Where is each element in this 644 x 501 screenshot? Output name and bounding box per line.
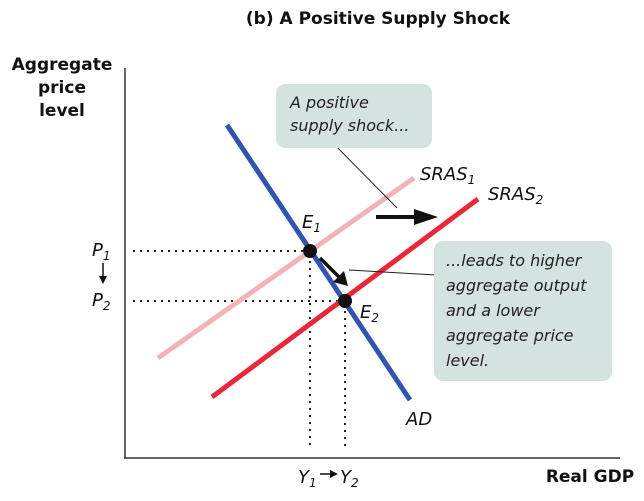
shift-arrow-head [414, 209, 438, 225]
right-callout-line-5: level. [446, 351, 489, 370]
right-callout-pointer [348, 269, 437, 276]
right-callout-box [434, 241, 612, 381]
top-callout-box [276, 84, 432, 148]
p1-p2-arrow-head [99, 276, 107, 284]
sras1-curve [156, 175, 416, 361]
e2-point [338, 294, 352, 308]
right-callout-line-3: and a lower [446, 301, 541, 320]
movement-arrow-head [333, 271, 348, 286]
y-axis-label-line-2: price [38, 78, 86, 98]
e2-label: E2 [360, 302, 379, 325]
right-callout-line-1: ...leads to higher [446, 251, 583, 270]
ad-curve [224, 123, 413, 402]
e1-point [303, 244, 317, 258]
right-callout-line-2: aggregate output [446, 276, 587, 295]
ad-label: AD [405, 409, 432, 430]
y1-y2-arrow-head [330, 470, 338, 478]
right-callout-line-4: aggregate price [446, 326, 574, 345]
top-callout-line-2: supply shock... [290, 116, 409, 135]
x-axis-label: Real GDP [546, 467, 634, 487]
y1-tick-label: Y1 [298, 467, 317, 490]
y-axis-label-line-1: Aggregate [12, 55, 113, 75]
y2-tick-label: Y2 [340, 467, 359, 490]
e1-label: E1 [302, 212, 321, 235]
p1-tick-label: P1 [92, 240, 111, 263]
top-callout-line-1: A positive [289, 93, 369, 112]
p2-tick-label: P2 [92, 290, 111, 313]
top-callout-pointer [329, 139, 398, 209]
chart-title: (b) A Positive Supply Shock [246, 9, 511, 29]
y-axis-label-line-3: level [39, 101, 85, 121]
movement-arrow-line [318, 256, 342, 280]
sras2-label: SRAS2 [488, 184, 543, 207]
sras1-label: SRAS1 [420, 164, 475, 187]
